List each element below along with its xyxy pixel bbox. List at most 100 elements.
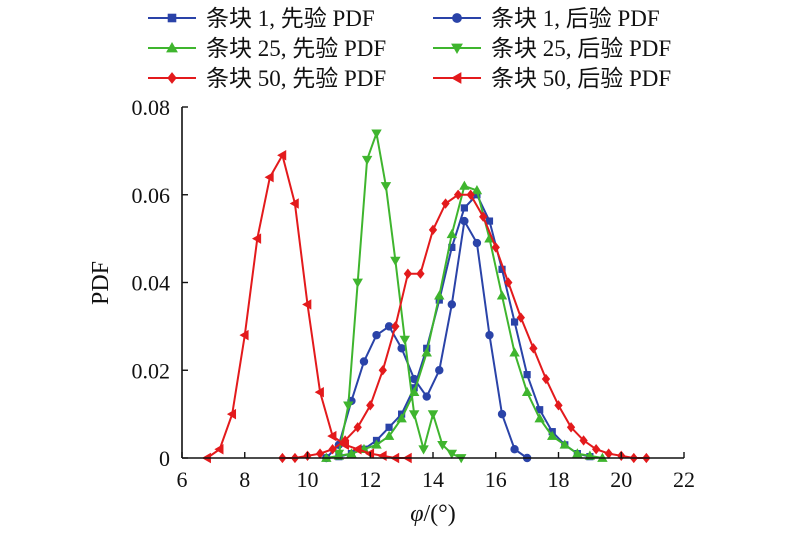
data-point <box>352 444 362 455</box>
x-axis-title-unit: /(°) <box>424 501 456 527</box>
legend-label: 条块 25, 先验 PDF <box>206 36 386 61</box>
data-point <box>343 401 354 411</box>
data-point <box>509 347 520 357</box>
data-point <box>451 43 463 55</box>
legend: 条块 1, 先验 PDF 条块 1, 后验 PDF 条块 25, 先验 PDF 条块 … <box>148 6 671 91</box>
series-line <box>282 193 647 459</box>
data-point <box>453 189 463 200</box>
data-point <box>289 198 299 209</box>
data-point <box>403 268 413 279</box>
x-axis-title-symbol: φ <box>410 501 423 527</box>
data-point <box>435 366 444 375</box>
data-point <box>314 386 324 398</box>
data-point <box>226 408 237 420</box>
data-point <box>383 430 395 440</box>
x-tick-label: 18 <box>548 467 570 492</box>
data-point <box>277 150 287 161</box>
data-point <box>460 216 469 226</box>
data-point <box>302 299 312 310</box>
data-point <box>390 256 401 266</box>
data-point <box>510 318 519 326</box>
data-point <box>264 171 274 183</box>
legend-item: 条块 50, 后验 PDF <box>433 66 671 91</box>
data-point <box>428 224 438 236</box>
y-tick-label: 0.08 <box>132 95 171 120</box>
data-point <box>523 371 531 379</box>
data-point <box>604 448 613 459</box>
data-point <box>166 41 178 53</box>
series-5 <box>201 150 412 464</box>
data-point <box>422 392 431 401</box>
data-point <box>485 217 494 225</box>
data-point <box>251 233 262 244</box>
data-point <box>333 449 345 459</box>
data-point <box>372 330 381 340</box>
data-point <box>566 422 576 433</box>
x-tick-label: 20 <box>610 467 632 492</box>
data-point <box>547 430 558 440</box>
x-tick-label: 14 <box>422 467 444 492</box>
data-point <box>534 413 545 423</box>
data-point <box>510 445 519 454</box>
legend-label: 条块 50, 后验 PDF <box>491 66 671 91</box>
legend-label: 条块 1, 先验 PDF <box>206 6 375 31</box>
data-point <box>572 448 583 458</box>
data-point <box>446 228 458 239</box>
data-point <box>371 439 382 449</box>
data-point <box>485 330 494 340</box>
legend-item: 条块 25, 先验 PDF <box>148 36 386 61</box>
data-point <box>592 444 601 455</box>
legend-item: 条块 25, 后验 PDF <box>433 36 671 61</box>
data-point <box>446 449 458 459</box>
x-tick-label: 10 <box>297 467 319 492</box>
data-point <box>471 185 483 195</box>
data-point <box>559 439 570 449</box>
x-tick-label: 12 <box>359 467 381 492</box>
data-point <box>427 410 439 420</box>
data-point <box>167 72 177 84</box>
legend-label: 条块 50, 先验 PDF <box>206 66 386 91</box>
data-point <box>554 400 563 411</box>
data-point <box>352 278 363 288</box>
data-point <box>167 13 177 23</box>
data-point <box>418 445 429 455</box>
data-point <box>359 357 369 366</box>
series-0 <box>322 191 594 462</box>
data-point <box>361 155 373 165</box>
y-tick-label: 0 <box>159 446 170 471</box>
data-point <box>396 413 407 423</box>
data-point <box>378 365 387 376</box>
data-point <box>460 204 468 212</box>
data-point <box>541 373 551 385</box>
data-point <box>399 335 410 345</box>
data-point <box>434 290 445 300</box>
y-tick-label: 0.06 <box>132 183 171 208</box>
data-point <box>397 344 406 353</box>
legend-item: 条块 50, 先验 PDF <box>148 66 386 91</box>
data-point <box>377 450 387 462</box>
legend-label: 条块 1, 后验 PDF <box>491 6 660 31</box>
x-tick-label: 16 <box>485 467 507 492</box>
data-point <box>339 439 349 451</box>
data-point <box>452 13 462 23</box>
data-point <box>504 277 513 288</box>
series-4 <box>278 189 651 464</box>
data-point <box>437 441 448 451</box>
x-axis-title: φ/(°) <box>410 501 456 527</box>
data-point <box>353 422 362 433</box>
data-point <box>408 410 420 420</box>
data-point <box>346 448 357 458</box>
x-tick-label: 8 <box>239 467 250 492</box>
ticks: 6 8 10 12 14 16 18 20 22 0 0.02 0.04 0.06 0.08 <box>132 95 696 492</box>
legend-label: 条块 25, 后验 PDF <box>491 36 671 61</box>
data-point <box>497 409 507 419</box>
legend-item: 条块 1, 先验 PDF <box>148 6 375 31</box>
y-axis-title: PDF <box>88 261 114 305</box>
data-point <box>441 198 450 209</box>
x-tick-label: 6 <box>177 467 188 492</box>
data-point <box>479 211 488 222</box>
data-point <box>214 444 224 455</box>
data-point <box>328 444 337 455</box>
data-point <box>239 329 249 341</box>
